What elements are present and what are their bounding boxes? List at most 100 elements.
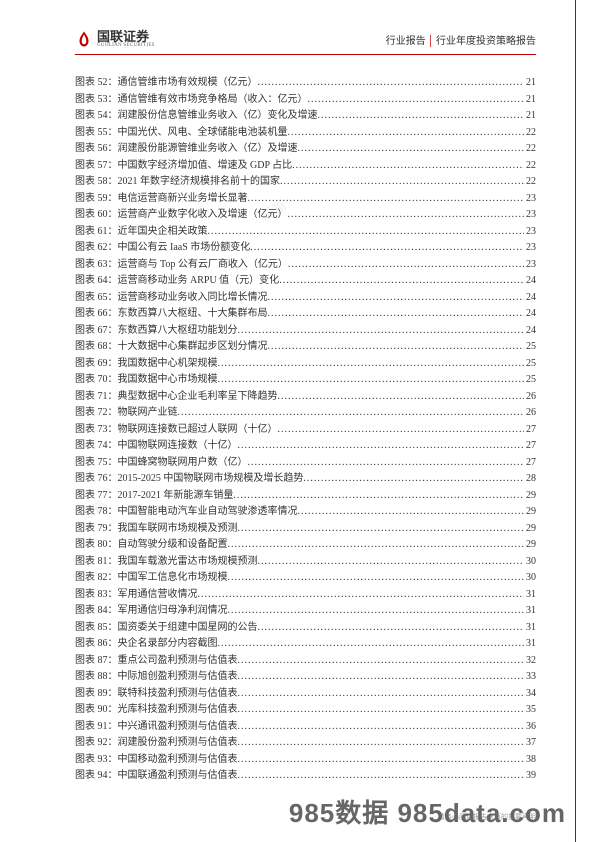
toc-label: 图表 83：军用通信营收情况 [75,587,198,603]
toc-dots: ........................................… [288,207,525,223]
toc-row: 图表 68：十大数据中心集群起步区划分情况...................… [75,339,536,355]
toc-label: 图表 87：重点公司盈利预测与估值表 [75,653,238,669]
toc-row: 图表 67：东数西算八大枢纽功能划分......................… [75,323,536,339]
toc-label: 图表 66：东数西算八大枢纽、十大集群布局 [75,306,268,322]
document-page: 国联证券 GUOLIAN SECURITIES 行业报告│行业年度投资策略报告 … [0,0,596,842]
toc-label: 图表 78：中国智能电动汽车业自动驾驶渗透率情况 [75,504,298,520]
toc-row: 图表 87：重点公司盈利预测与估值表......................… [75,653,536,669]
toc-row: 图表 52：通信管维市场有效规模（亿元）....................… [75,75,536,91]
toc-dots: ........................................… [198,587,525,603]
toc-page: 26 [524,389,536,405]
toc-label: 图表 74：中国物联网连接数（十亿） [75,438,238,454]
toc-dots: ........................................… [268,290,525,306]
toc-dots: ........................................… [228,570,525,586]
toc-page: 29 [524,521,536,537]
toc-dots: ........................................… [250,240,524,256]
toc-label: 图表 62：中国公有云 IaaS 市场份额变化 [75,240,250,256]
toc-label: 图表 55：中国光伏、风电、全球储能电池装机量 [75,125,288,141]
toc-row: 图表 60：运营商产业数字化收入及增速（亿元）.................… [75,207,536,223]
toc-row: 图表 54：润建股份信息管维业务收入（亿）变化及增速..............… [75,108,536,124]
watermark: 985数据 985data.com [289,793,566,830]
toc-page: 34 [524,686,536,702]
toc-dots: ........................................… [233,488,524,504]
toc-row: 图表 56：润建股份能源管维业务收入（亿）及增速................… [75,141,536,157]
toc-page: 31 [524,636,536,652]
toc-page: 24 [524,290,536,306]
flame-icon [75,30,93,48]
toc-page: 31 [524,603,536,619]
toc-page: 21 [524,92,536,108]
toc-row: 图表 58：2021 年数字经济规模排名前十的国家...............… [75,174,536,190]
toc-row: 图表 80：自动驾驶分级和设备配置.......................… [75,537,536,553]
toc-label: 图表 93：中国移动盈利预测与估值表 [75,752,238,768]
toc-row: 图表 90：光库科技盈利预测与估值表......................… [75,702,536,718]
toc-label: 图表 75：中国蜂窝物联网用户数（亿） [75,455,248,471]
toc-label: 图表 90：光库科技盈利预测与估值表 [75,702,238,718]
toc-label: 图表 70：我国数据中心市场规模 [75,372,218,388]
toc-dots: ........................................… [238,323,525,339]
header-type: 行业报告 [386,36,426,47]
toc-dots: ........................................… [288,257,524,273]
toc-label: 图表 64：运营商移动业务 ARPU 值（元）变化 [75,273,279,289]
toc-row: 图表 64：运营商移动业务 ARPU 值（元）变化...............… [75,273,536,289]
toc-dots: ........................................… [318,108,525,124]
toc-page: 27 [524,455,536,471]
toc-row: 图表 77：2017-2021 年新能源车销量.................… [75,488,536,504]
toc-row: 图表 66：东数西算八大枢纽、十大集群布局...................… [75,306,536,322]
toc-label: 图表 61：近年国央企相关政策 [75,224,208,240]
toc-row: 图表 69：我国数据中心机架规模........................… [75,356,536,372]
toc-page: 38 [524,752,536,768]
toc-page: 21 [524,108,536,124]
toc-label: 图表 72：物联网产业链 [75,405,178,421]
toc-label: 图表 56：润建股份能源管维业务收入（亿）及增速 [75,141,298,157]
toc-row: 图表 83：军用通信营收情况..........................… [75,587,536,603]
toc-row: 图表 76：2015-2025 中国物联网市场规模及增长趋势..........… [75,471,536,487]
toc-row: 图表 79：我国车联网市场规模及预测......................… [75,521,536,537]
toc-label: 图表 54：润建股份信息管维业务收入（亿）变化及增速 [75,108,318,124]
toc-page: 30 [524,554,536,570]
toc-row: 图表 92：润建股份盈利预测与估值表......................… [75,735,536,751]
toc-page: 23 [524,224,536,240]
toc-dots: ........................................… [258,620,525,636]
page-header: 国联证券 GUOLIAN SECURITIES 行业报告│行业年度投资策略报告 [75,30,536,55]
toc-page: 22 [524,174,536,190]
toc-dots: ........................................… [258,75,525,91]
toc-dots: ........................................… [268,306,525,322]
toc-dots: ........................................… [208,224,525,240]
toc-page: 30 [524,570,536,586]
toc-label: 图表 76：2015-2025 中国物联网市场规模及增长趋势 [75,471,303,487]
toc-label: 图表 65：运营商移动业务收入同比增长情况 [75,290,268,306]
toc-page: 24 [524,323,536,339]
toc-dots: ........................................… [238,521,525,537]
toc-row: 图表 85：国资委关于组建中国星网的公告....................… [75,620,536,636]
toc-dots: ........................................… [178,405,525,421]
toc-label: 图表 82：中国军工信息化市场规模 [75,570,228,586]
toc-row: 图表 74：中国物联网连接数（十亿）......................… [75,438,536,454]
toc-row: 图表 57：中国数字经济增加值、增速及 GDP 占比..............… [75,158,536,174]
toc-label: 图表 84：军用通信归母净利润情况 [75,603,228,619]
toc-label: 图表 68：十大数据中心集群起步区划分情况 [75,339,268,355]
toc-page: 24 [524,306,536,322]
toc-dots: ........................................… [238,686,525,702]
side-border [575,0,576,842]
toc-row: 图表 78：中国智能电动汽车业自动驾驶渗透率情况................… [75,504,536,520]
toc-dots: ........................................… [303,471,524,487]
toc-dots: ........................................… [228,537,525,553]
toc-dots: ........................................… [258,554,525,570]
toc-page: 22 [524,158,536,174]
toc-dots: ........................................… [218,356,525,372]
toc-page: 35 [524,702,536,718]
toc-page: 24 [524,273,536,289]
toc-dots: ........................................… [238,735,525,751]
toc-label: 图表 58：2021 年数字经济规模排名前十的国家 [75,174,280,190]
toc-label: 图表 89：联特科技盈利预测与估值表 [75,686,238,702]
toc-dots: ........................................… [288,125,525,141]
toc-dots: ........................................… [218,372,525,388]
toc-page: 25 [524,339,536,355]
toc-row: 图表 88：中际旭创盈利预测与估值表......................… [75,669,536,685]
toc-row: 图表 84：军用通信归母净利润情况.......................… [75,603,536,619]
toc-dots: ........................................… [238,752,525,768]
toc-label: 图表 71：典型数据中心企业毛利率呈下降趋势 [75,389,278,405]
toc-page: 25 [524,356,536,372]
separator: │ [428,36,434,47]
